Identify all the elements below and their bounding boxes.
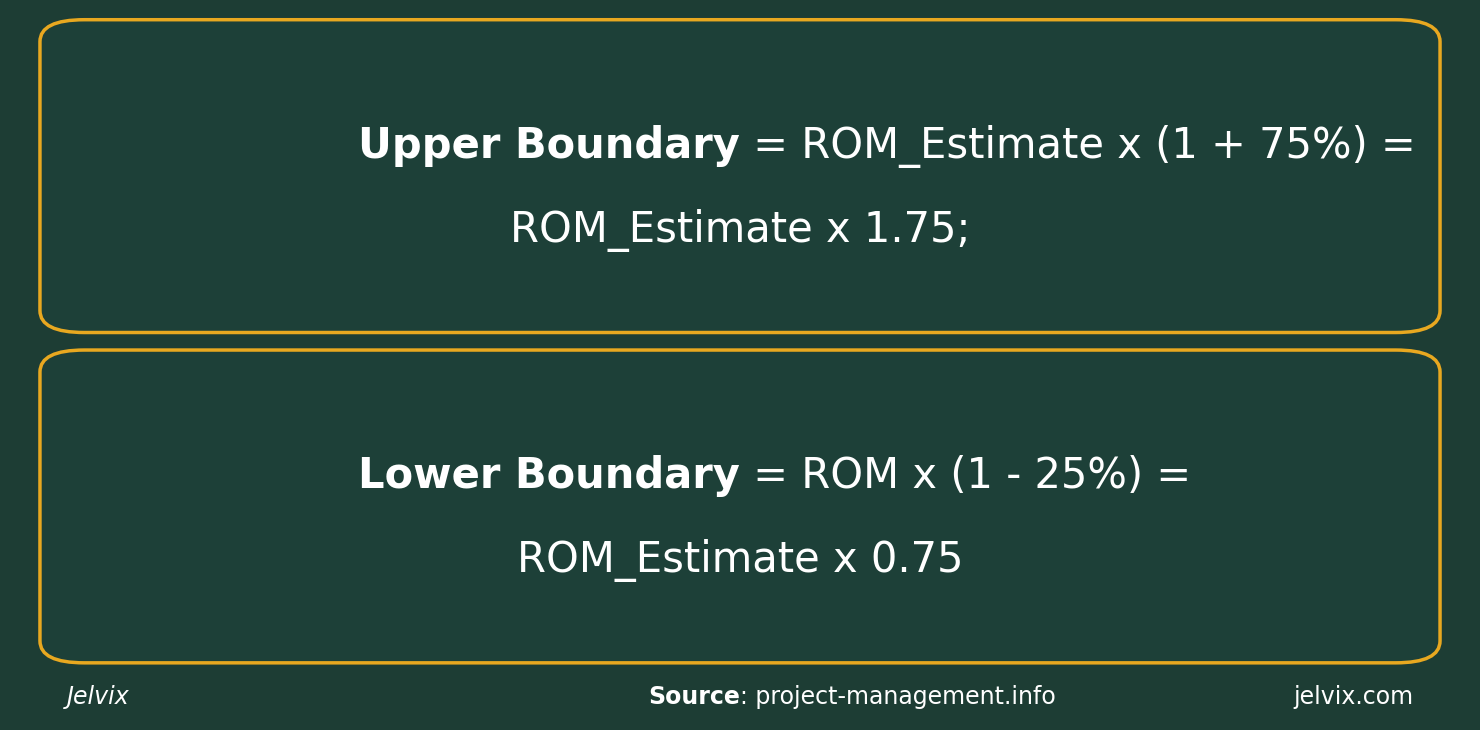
Text: ROM_Estimate x 1.75;: ROM_Estimate x 1.75; bbox=[509, 209, 971, 252]
Text: Upper Boundary: Upper Boundary bbox=[358, 125, 740, 167]
Text: = ROM_Estimate x (1 + 75%) =: = ROM_Estimate x (1 + 75%) = bbox=[740, 125, 1416, 167]
FancyBboxPatch shape bbox=[40, 20, 1440, 333]
Text: Source: Source bbox=[648, 685, 740, 709]
Text: ROM_Estimate x 0.75: ROM_Estimate x 0.75 bbox=[517, 539, 963, 582]
Text: : project-management.info: : project-management.info bbox=[740, 685, 1055, 709]
Text: jelvix.com: jelvix.com bbox=[1294, 685, 1413, 709]
Text: Lower Boundary: Lower Boundary bbox=[358, 456, 740, 497]
FancyBboxPatch shape bbox=[40, 350, 1440, 663]
Text: Jelvix: Jelvix bbox=[67, 685, 129, 709]
Text: = ROM x (1 - 25%) =: = ROM x (1 - 25%) = bbox=[740, 456, 1191, 497]
